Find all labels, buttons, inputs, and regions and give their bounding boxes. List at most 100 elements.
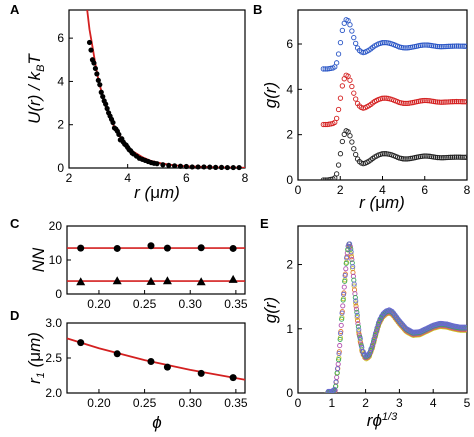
data-point xyxy=(421,153,427,159)
data-point xyxy=(461,99,467,105)
data-point xyxy=(77,339,85,347)
data-point xyxy=(446,99,452,105)
panel-b-chart: 0 2 4 6 8 0 2 4 6 r (μm) g(r) xyxy=(261,9,471,212)
y-tick-label: 0 xyxy=(286,386,293,400)
y-tick-label: 2.0 xyxy=(45,386,62,400)
data-point xyxy=(383,95,389,101)
data-point xyxy=(357,336,363,342)
data-point xyxy=(335,106,342,113)
data-point xyxy=(455,98,461,105)
data-point xyxy=(351,35,357,41)
data-point xyxy=(326,121,332,127)
data-point xyxy=(377,316,383,322)
data-point xyxy=(404,45,410,51)
data-point xyxy=(347,77,353,83)
data-point xyxy=(423,42,429,48)
data-point xyxy=(332,119,338,126)
data-point xyxy=(322,121,328,128)
data-point xyxy=(430,43,437,49)
data-point xyxy=(444,99,450,105)
data-point xyxy=(347,133,353,139)
y-tick-label: 4 xyxy=(57,74,64,88)
data-point xyxy=(380,311,386,317)
data-point xyxy=(408,100,414,106)
data-point xyxy=(354,312,360,318)
y-axis-label-part: 1 xyxy=(35,372,47,378)
data-point xyxy=(400,45,406,51)
panel-labels: A B C D E xyxy=(10,2,269,323)
data-point xyxy=(432,154,439,160)
data-point xyxy=(162,276,172,285)
data-point xyxy=(427,153,433,159)
data-point xyxy=(434,154,441,161)
data-point xyxy=(436,43,442,50)
data-point xyxy=(369,342,376,348)
data-point xyxy=(236,164,242,171)
data-point xyxy=(417,153,423,160)
x-axis-label-part: μ xyxy=(375,193,385,212)
data-point xyxy=(440,155,446,161)
data-point xyxy=(434,99,441,105)
data-point xyxy=(337,330,344,336)
data-point xyxy=(459,43,465,49)
y-axis-label: U(r) / kBT xyxy=(25,53,47,124)
data-point xyxy=(229,244,237,252)
x-axis-label: rϕ1/3 xyxy=(367,411,398,430)
data-point xyxy=(372,330,379,336)
data-point xyxy=(172,163,178,169)
data-point xyxy=(86,39,93,46)
fit-curve xyxy=(86,10,245,168)
data-point xyxy=(332,175,338,180)
data-point xyxy=(353,306,359,312)
data-point xyxy=(116,131,122,138)
data-point xyxy=(438,44,444,50)
data-point xyxy=(383,39,389,46)
data-point xyxy=(98,89,104,95)
x-tick-label: 1 xyxy=(328,396,335,410)
data-point xyxy=(335,51,342,57)
plot-frame xyxy=(66,322,246,394)
data-point xyxy=(320,177,326,180)
data-point xyxy=(353,40,359,47)
data-point xyxy=(440,99,446,105)
data-point xyxy=(354,314,360,321)
y-tick-label: 2 xyxy=(286,128,293,142)
data-point xyxy=(427,98,433,104)
x-tick-label: 3 xyxy=(396,396,403,410)
data-point xyxy=(339,138,346,145)
data-point xyxy=(347,243,353,250)
x-tick-label: 0.35 xyxy=(224,396,248,410)
data-point xyxy=(419,98,425,104)
data-point xyxy=(446,43,452,49)
data-point xyxy=(430,154,437,160)
data-point xyxy=(324,177,330,180)
data-point xyxy=(343,266,349,272)
y-tick-label: 4 xyxy=(286,82,293,96)
data-point xyxy=(335,361,341,367)
data-point xyxy=(213,164,219,170)
data-point xyxy=(196,277,206,286)
data-point xyxy=(183,163,189,170)
data-point xyxy=(348,254,355,260)
data-point xyxy=(334,115,340,121)
data-point xyxy=(438,99,444,105)
data-point xyxy=(154,161,160,167)
data-point xyxy=(340,297,346,303)
data-point xyxy=(457,99,463,105)
data-point xyxy=(455,43,461,49)
data-point xyxy=(95,77,101,83)
data-point xyxy=(360,349,366,355)
data-point xyxy=(442,99,448,105)
y-tick-label: 3.0 xyxy=(45,316,62,330)
data-point xyxy=(408,155,414,162)
data-point xyxy=(449,99,456,105)
data-point xyxy=(453,98,460,105)
data-point xyxy=(451,43,458,49)
data-point xyxy=(444,154,450,161)
data-point xyxy=(320,66,326,72)
data-point xyxy=(436,155,442,161)
data-point xyxy=(100,93,106,100)
data-point xyxy=(104,105,110,112)
data-point xyxy=(341,291,347,297)
